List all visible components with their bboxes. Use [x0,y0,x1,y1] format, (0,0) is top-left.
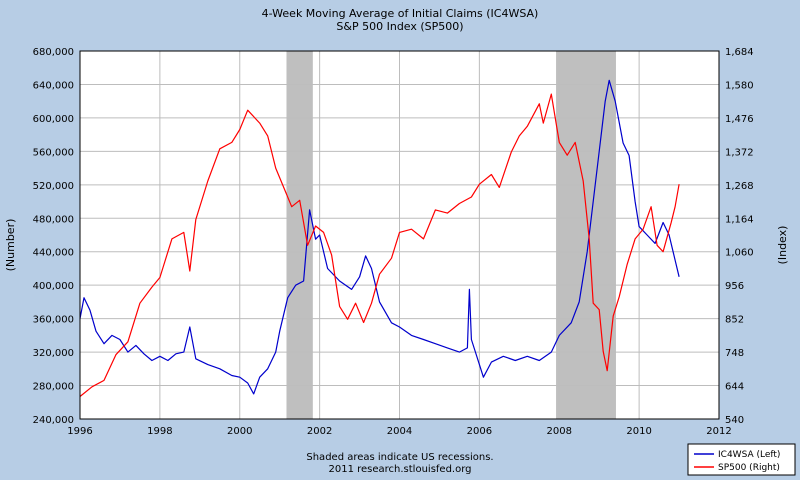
x-tick-label: 2008 [547,426,572,437]
left-axis-label: (Number) [4,219,17,272]
left-tick-label: 640,000 [33,80,74,91]
legend: IC4WSA (Left) SP500 (Right) [687,443,796,476]
right-tick-label: 1,060 [725,248,754,259]
left-tick-label: 680,000 [33,47,74,58]
right-tick-label: 1,580 [725,80,754,91]
right-tick-label: 956 [725,281,744,292]
series-line-sp500 [79,93,680,397]
x-tick-label: 1996 [67,426,92,437]
right-tick-label: 1,476 [725,114,754,125]
x-tick-label: 2000 [227,426,252,437]
series-line-ic4wsa [79,79,680,395]
legend-entry-ic4wsa: IC4WSA (Left) [718,450,780,460]
x-tick-label: 2010 [626,426,651,437]
right-tick-label: 1,684 [725,47,754,58]
plot-frame [79,50,720,420]
right-tick-label: 1,372 [725,147,754,158]
left-tick-label: 360,000 [33,315,74,326]
left-tick-label: 600,000 [33,114,74,125]
left-tick-label: 480,000 [33,214,74,225]
legend-entry-sp500: SP500 (Right) [718,463,780,473]
left-axis: 240,000 280,000 320,000 360,000 400,000 440,0… [33,47,74,426]
recession-band [286,51,313,419]
footer-line: Shaded areas indicate US recessions. [306,452,493,463]
left-tick-label: 320,000 [33,348,74,359]
x-tick-label: 2004 [387,426,412,437]
right-tick-label: 1,164 [725,214,754,225]
chart-title-line: S&P 500 Index (SP500) [336,20,463,33]
left-tick-label: 440,000 [33,248,74,259]
x-tick-label: 2012 [706,426,731,437]
footer: Shaded areas indicate US recessions.2011… [306,452,493,475]
left-tick-label: 560,000 [33,147,74,158]
right-tick-label: 540 [725,415,744,426]
right-tick-label: 1,268 [725,181,754,192]
right-tick-label: 644 [725,382,744,393]
x-tick-label: 1998 [147,426,172,437]
left-tick-label: 400,000 [33,281,74,292]
right-axis-label: (Index) [776,226,789,265]
left-tick-label: 520,000 [33,181,74,192]
legend-box [687,443,796,476]
x-axis: 1996 1998 2000 2002 2004 2006 2008 2010 2012 [67,426,731,437]
series-lines [79,79,680,397]
right-tick-label: 852 [725,315,744,326]
right-axis: 540 644 748 852 956 1,060 1,164 1,268 1,372 1,476… [725,47,754,426]
footer-line: 2011 research.stlouisfed.org [328,464,471,475]
left-tick-label: 280,000 [33,382,74,393]
x-tick-label: 2006 [467,426,492,437]
chart-title: 4-Week Moving Average of Initial Claims … [262,7,539,33]
x-tick-label: 2002 [307,426,332,437]
left-tick-label: 240,000 [33,415,74,426]
right-tick-label: 748 [725,348,744,359]
recession-band [556,51,616,419]
recession-bands [286,51,616,419]
chart-title-line: 4-Week Moving Average of Initial Claims … [262,7,539,20]
